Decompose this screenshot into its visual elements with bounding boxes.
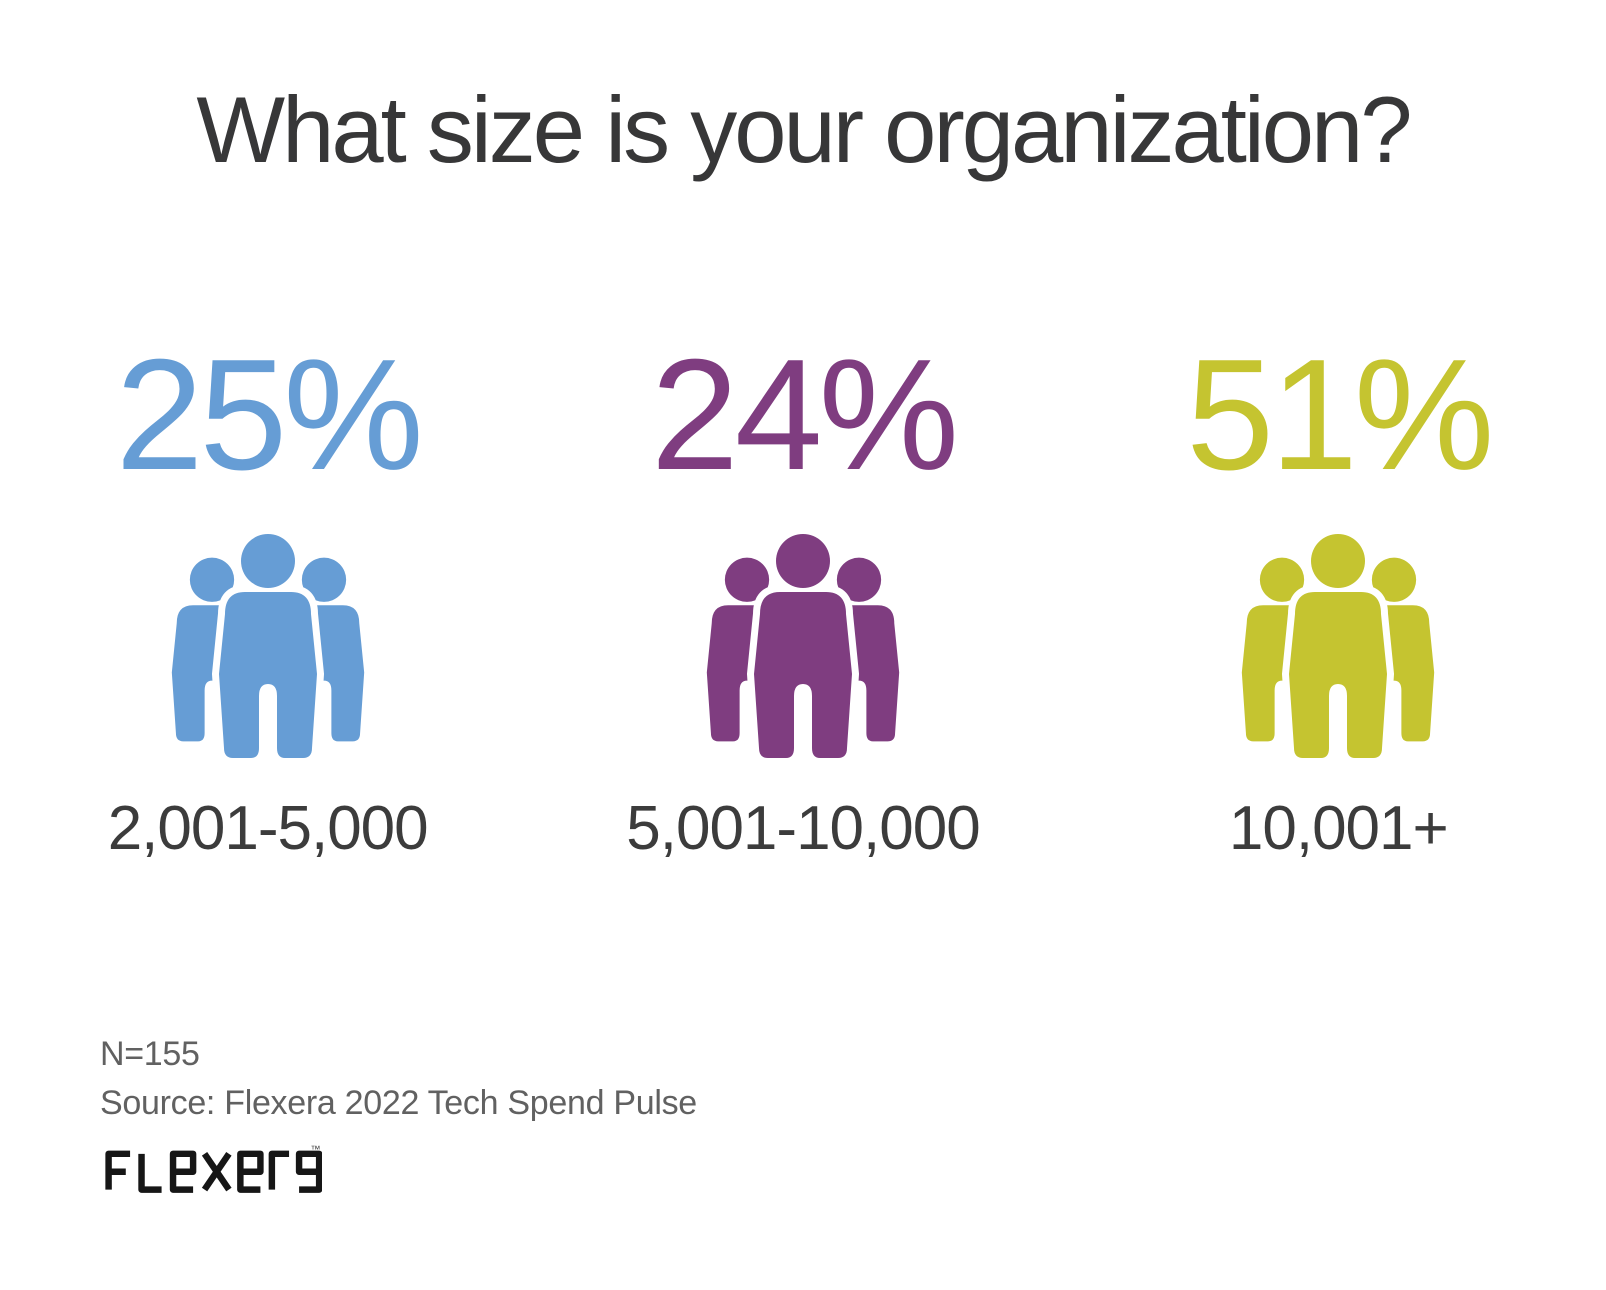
logo-letter-r [268, 1150, 290, 1190]
logo-letter-f [105, 1150, 131, 1190]
people-group-icon [706, 530, 900, 760]
logo-letter-e2 [237, 1150, 264, 1193]
flexera-logo: ™ [105, 1145, 322, 1193]
logo-letter-x [201, 1151, 232, 1192]
percent-value: 51% [1186, 327, 1494, 503]
category-label: 2,001-5,000 [107, 794, 429, 863]
source-note: Source: Flexera 2022 Tech Spend Pulse [100, 1084, 697, 1123]
logo-letter-a [295, 1150, 322, 1193]
category-label: 5,001-10,000 [626, 794, 980, 863]
category-label: 10,001+ [1228, 794, 1449, 863]
people-group-icon [1242, 530, 1435, 760]
stat-column-10001-plus: 51% 10,001+ [1071, 336, 1606, 860]
logo-letter-l [138, 1153, 162, 1193]
sample-size-note: N=155 [100, 1035, 200, 1073]
page-title: What size is your organization? [196, 77, 1412, 182]
percent-value: 24% [650, 327, 959, 503]
person-center-silhouette [218, 534, 317, 758]
stat-column-5001-10000: 24% 5,001-10,000 [535, 336, 1070, 860]
stat-column-2001-5000: 25% 2,001-5,000 [0, 336, 535, 860]
logo-letter-e1 [169, 1150, 197, 1193]
people-group-icon [171, 530, 364, 760]
footer: N=155 Source: Flexera 2022 Tech Spend Pu… [100, 1030, 697, 1197]
person-center-silhouette [753, 534, 852, 758]
stat-columns: 25% 2,001-5,000 24% 5,001-10,000 51% [0, 336, 1606, 860]
trademark-symbol: ™ [311, 1145, 321, 1155]
percent-value: 25% [115, 327, 424, 503]
person-center-silhouette [1289, 534, 1388, 758]
